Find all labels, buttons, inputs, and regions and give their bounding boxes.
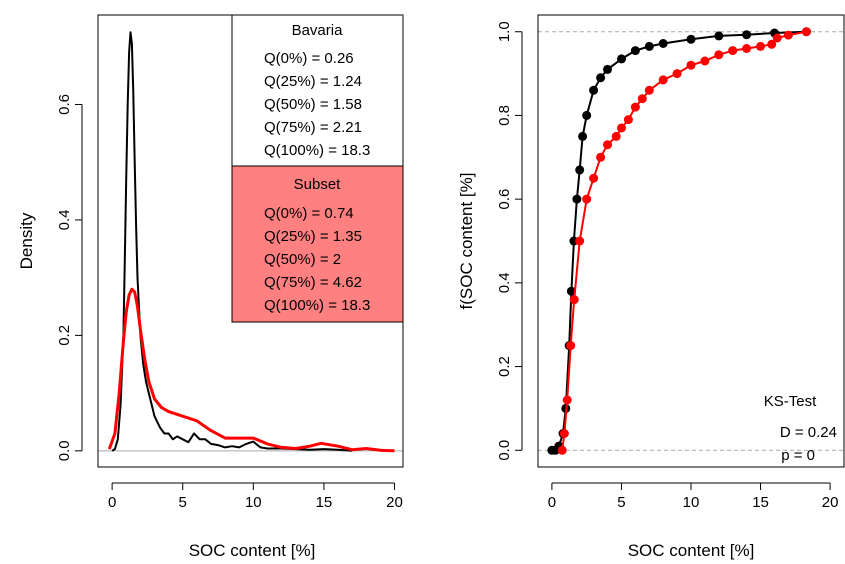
ecdf-point-subset bbox=[700, 56, 710, 66]
legend-line: Q(0%) = 0.74 bbox=[264, 205, 354, 222]
ecdf-point-subset bbox=[728, 46, 738, 56]
legend-title-subset: Subset bbox=[294, 176, 342, 193]
legend-line: Q(25%) = 1.35 bbox=[264, 228, 362, 245]
ecdf-point-subset bbox=[630, 102, 640, 112]
ecdf-point-bavaria bbox=[603, 64, 612, 74]
legend-line: Q(100%) = 18.3 bbox=[264, 142, 370, 159]
x-tick-label: 15 bbox=[752, 494, 769, 511]
density-legend-bavaria: Bavaria Q(0%) = 0.26 Q(25%) = 1.24 Q(50%… bbox=[231, 14, 404, 167]
ecdf-point-subset bbox=[658, 75, 668, 85]
y-tick-label: 0.2 bbox=[496, 356, 513, 377]
ecdf-point-subset bbox=[596, 152, 606, 162]
legend-box-bavaria bbox=[231, 14, 404, 167]
x-tick-label: 10 bbox=[245, 494, 262, 511]
ecdf-point-bavaria bbox=[714, 31, 724, 41]
ecdf-point-bavaria bbox=[582, 110, 592, 120]
ecdf-point-subset bbox=[569, 295, 579, 305]
ecdf-point-subset bbox=[756, 41, 765, 51]
ecdf-point-bavaria bbox=[644, 41, 654, 51]
y-tick-label: 0.2 bbox=[56, 325, 73, 346]
density-curves bbox=[98, 31, 403, 453]
y-tick-label: 0.6 bbox=[496, 189, 513, 210]
ecdf-line-bavaria bbox=[551, 30, 807, 452]
density-plot-frame bbox=[97, 14, 404, 468]
x-tick-label: 0 bbox=[108, 494, 116, 511]
y-tick-label: 1.0 bbox=[496, 21, 513, 42]
density-legend-subset: Subset Q(0%) = 0.74 Q(25%) = 1.35 Q(50%)… bbox=[231, 165, 404, 323]
legend-line: Q(50%) = 2 bbox=[264, 251, 341, 268]
ks-test-title: KS-Test bbox=[764, 393, 817, 410]
legend-line: Q(0%) = 0.26 bbox=[264, 50, 354, 67]
y-tick-label: 0.0 bbox=[496, 440, 513, 461]
ecdf-point-subset bbox=[714, 50, 724, 60]
ks-test-d: D = 0.24 bbox=[780, 424, 837, 441]
ecdf-point-bavaria bbox=[575, 165, 585, 175]
y-tick-label: 0.6 bbox=[56, 94, 73, 115]
density-panel: Bavaria Q(0%) = 0.26 Q(25%) = 1.24 Q(50%… bbox=[17, 14, 404, 560]
x-tick-label: 20 bbox=[386, 494, 403, 511]
x-tick-label: 10 bbox=[683, 494, 700, 511]
ecdf-point-bavaria bbox=[572, 194, 582, 204]
x-tick-label: 5 bbox=[617, 494, 625, 511]
ecdf-point-bavaria bbox=[566, 286, 576, 296]
ecdf-point-subset bbox=[559, 429, 569, 438]
ecdf-point-subset bbox=[617, 123, 626, 133]
y-tick-label: 0.0 bbox=[56, 440, 73, 461]
ecdf-point-subset bbox=[623, 115, 633, 125]
ecdf-point-subset bbox=[557, 445, 567, 455]
ecdf-point-bavaria bbox=[589, 85, 599, 95]
ecdf-point-bavaria bbox=[617, 54, 626, 64]
ecdf-point-subset bbox=[603, 140, 612, 150]
ecdf-x-axis-label: SOC content [%] bbox=[628, 541, 755, 560]
x-tick-label: 0 bbox=[548, 494, 556, 511]
ecdf-point-bavaria bbox=[578, 131, 588, 141]
ecdf-point-subset bbox=[582, 194, 592, 204]
ecdf-point-bavaria bbox=[658, 39, 668, 48]
ecdf-point-subset bbox=[611, 131, 621, 141]
x-tick-label: 15 bbox=[316, 494, 333, 511]
density-axes: 0 5 10 15 20 0.0 0.2 0.4 0.6 bbox=[56, 94, 403, 511]
ecdf-axes: 0 5 10 15 20 0.0 0.2 0.4 0.6 0.8 1.0 bbox=[496, 21, 838, 511]
ecdf-point-bavaria bbox=[596, 73, 606, 83]
ecdf-y-axis-label: f(SOC content [%] bbox=[457, 173, 476, 310]
ecdf-point-subset bbox=[783, 30, 793, 40]
ecdf-point-subset bbox=[575, 236, 585, 246]
ecdf-panel: 0 5 10 15 20 0.0 0.2 0.4 0.6 0.8 1.0 KS-Test D = 0… bbox=[457, 14, 845, 560]
legend-box-subset bbox=[231, 165, 404, 323]
ecdf-point-subset bbox=[566, 341, 576, 351]
legend-line: Q(50%) = 1.58 bbox=[264, 96, 362, 113]
y-tick-label: 0.4 bbox=[496, 272, 513, 293]
y-tick-label: 0.4 bbox=[56, 210, 73, 231]
legend-line: Q(75%) = 2.21 bbox=[264, 119, 362, 136]
ecdf-point-subset bbox=[772, 33, 782, 43]
ecdf-point-subset bbox=[801, 27, 811, 37]
legend-line: Q(25%) = 1.24 bbox=[264, 73, 362, 90]
ecdf-point-subset bbox=[637, 94, 647, 104]
legend-title-bavaria: Bavaria bbox=[292, 22, 344, 39]
ecdf-plot-frame bbox=[537, 14, 845, 468]
ecdf-point-bavaria bbox=[630, 46, 640, 56]
ecdf-point-subset bbox=[686, 60, 696, 70]
ecdf-point-subset bbox=[742, 44, 752, 53]
legend-line: Q(75%) = 4.62 bbox=[264, 274, 362, 291]
density-line-bavaria bbox=[111, 31, 353, 452]
ecdf-point-subset bbox=[644, 85, 654, 95]
density-x-axis-label: SOC content [%] bbox=[189, 541, 316, 560]
ecdf-point-bavaria bbox=[686, 34, 696, 44]
ecdf-point-subset bbox=[589, 173, 599, 183]
density-y-axis-label: Density bbox=[17, 212, 36, 269]
ks-test-p: p = 0 bbox=[781, 447, 815, 464]
legend-line: Q(100%) = 18.3 bbox=[264, 297, 370, 314]
ecdf-point-subset bbox=[562, 395, 572, 405]
ecdf-line-subset bbox=[561, 30, 807, 451]
ecdf-points bbox=[547, 27, 811, 455]
x-tick-label: 5 bbox=[179, 494, 187, 511]
density-line-subset bbox=[107, 287, 395, 453]
ecdf-point-bavaria bbox=[742, 30, 752, 40]
y-tick-label: 0.8 bbox=[496, 105, 513, 126]
ecdf-point-subset bbox=[767, 39, 777, 49]
x-tick-label: 20 bbox=[822, 494, 839, 511]
ecdf-point-subset bbox=[672, 69, 682, 79]
